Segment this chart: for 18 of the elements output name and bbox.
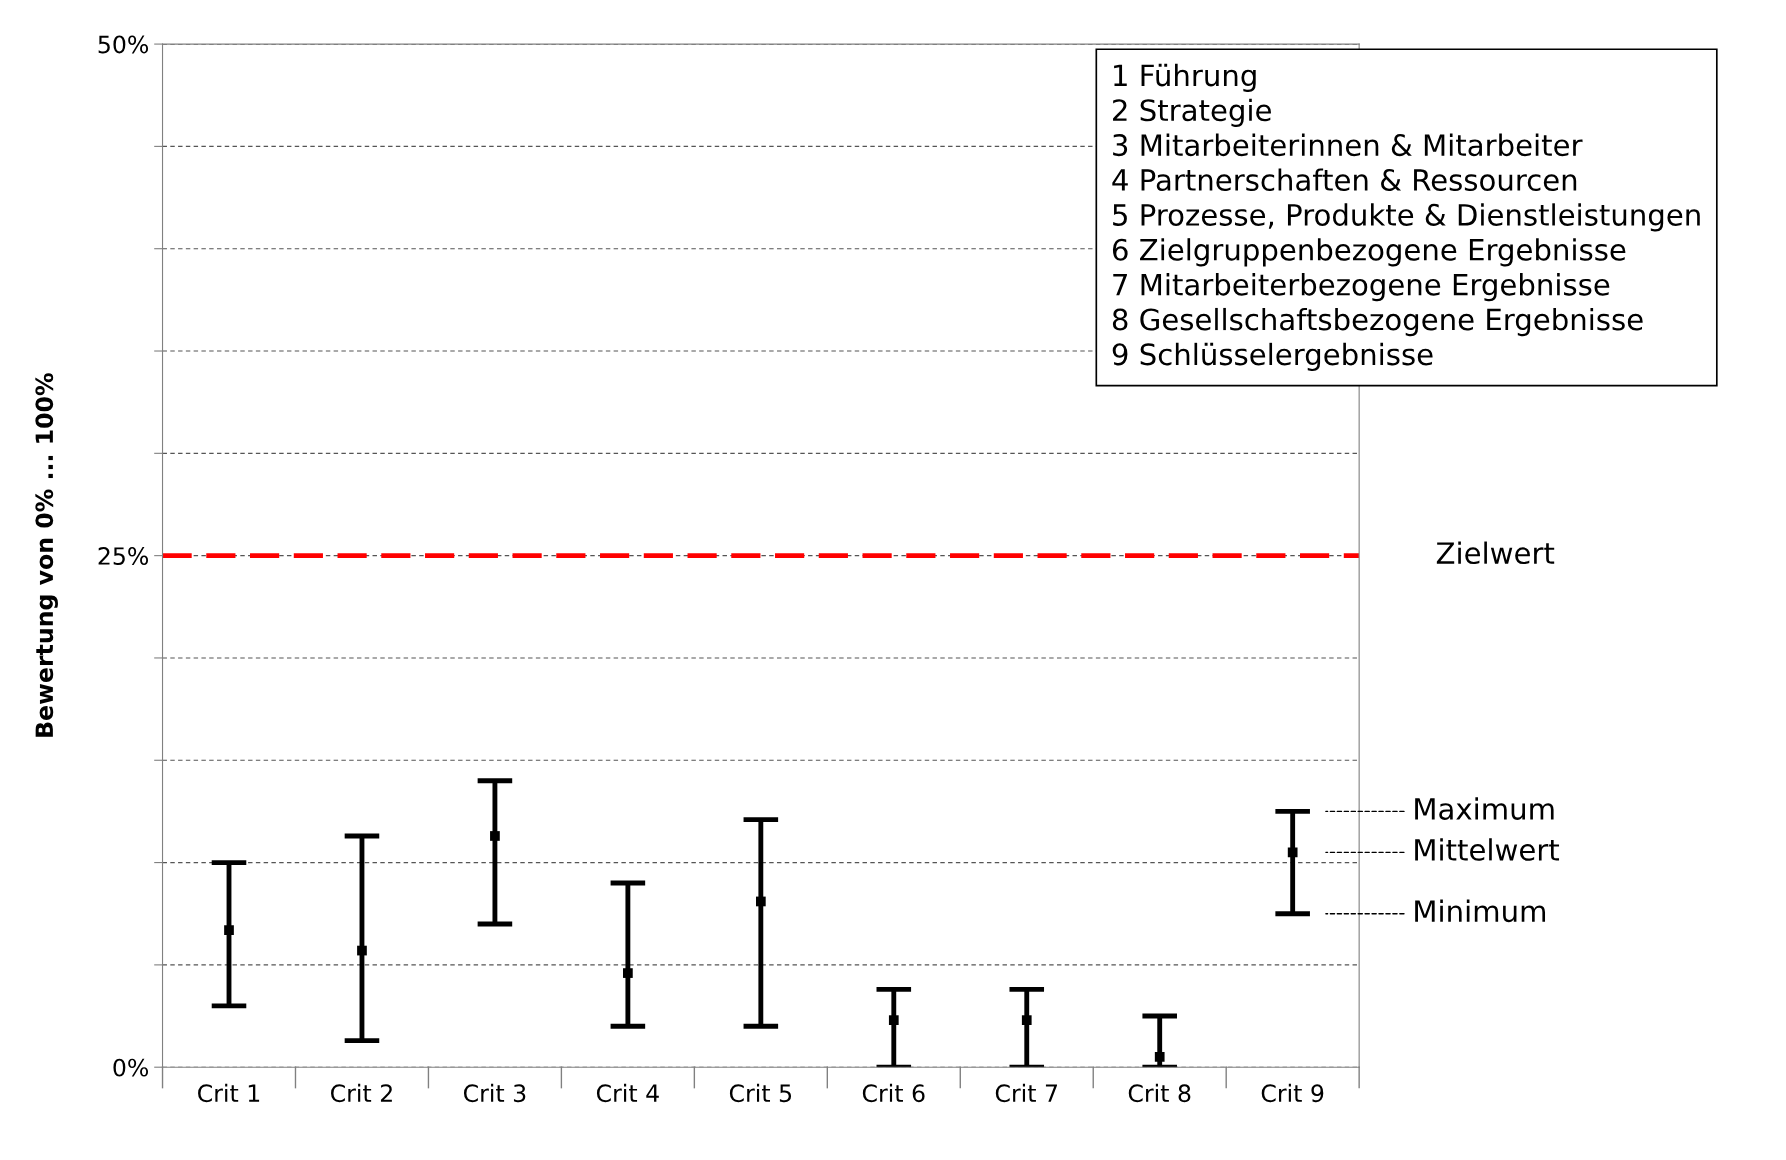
x-tick-label: Crit 6: [862, 1083, 925, 1103]
x-tick-label: Crit 3: [463, 1083, 526, 1103]
y-tick-label: 25%: [98, 547, 149, 565]
text: Mittelwert: [1415, 838, 1560, 861]
x-tick-label: Crit 9: [1261, 1083, 1324, 1103]
y-tick-label: 50%: [98, 35, 149, 54]
text: Minimum: [1415, 899, 1546, 923]
x-tick-label: Crit 4: [596, 1083, 659, 1103]
x-tick-label: Crit 1: [198, 1083, 260, 1103]
x-tick-label: Crit 7: [995, 1083, 1057, 1103]
text: 1 Führung 2 Strategie 3 Mitarbeiterinnen & Mitarbeiter 4 Partnerschaften & Ressourcen 5 Prozesse, Produkte & Dienstleistungen 6 Zielgruppenbezogene Ergebnisse 7 Mitarbeiterbezogene Ergebnisse 8 Gesellschaftsbezogene Ergebnisse 9 Schlüsselergebnisse: [1112, 63, 1700, 372]
y-tick-label: 0%: [113, 1058, 149, 1077]
y-axis-title: Bewertung von 0% ... 100%: [35, 373, 58, 737]
ref-line-label: Zielwert: [1436, 541, 1555, 565]
x-tick-label: Crit 8: [1128, 1083, 1191, 1103]
x-tick-label: Crit 2: [331, 1083, 392, 1103]
text: Maximum: [1415, 797, 1554, 820]
x-tick-label: Crit 5: [729, 1083, 792, 1103]
